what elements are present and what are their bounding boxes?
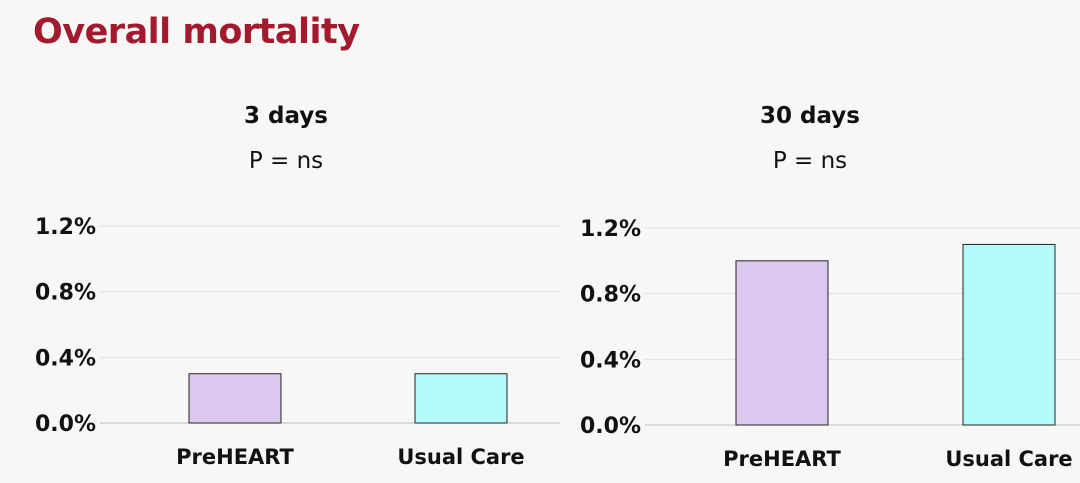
chart-2-tick-label: 0.0% bbox=[580, 414, 641, 439]
chart-1-tick-label: 0.4% bbox=[35, 346, 96, 371]
chart-1-category-label: Usual Care bbox=[397, 445, 524, 469]
chart-2-bar-preheart bbox=[735, 260, 829, 426]
chart-1-subtitle: P = ns bbox=[248, 148, 324, 174]
chart-2-tick-label: 1.2% bbox=[580, 217, 641, 242]
chart-1-bar-usual-care bbox=[414, 373, 508, 424]
chart-2-bar-usual-care bbox=[962, 243, 1056, 426]
chart-2-title: 30 days bbox=[760, 103, 860, 129]
chart-2-tick-label: 0.8% bbox=[580, 283, 641, 308]
chart-2-subtitle: P = ns bbox=[772, 148, 848, 174]
chart-1-tick-label: 0.0% bbox=[35, 412, 96, 437]
chart-2-category-label: Usual Care bbox=[945, 447, 1072, 471]
chart-1-tick-label: 1.2% bbox=[35, 215, 96, 240]
chart-1-title: 3 days bbox=[244, 103, 328, 129]
chart-2-category-label: PreHEART bbox=[723, 447, 841, 471]
chart-1-tick-label: 0.8% bbox=[35, 281, 96, 306]
page-title: Overall mortality bbox=[33, 12, 360, 52]
chart-1-category-label: PreHEART bbox=[176, 445, 294, 469]
chart-1-bar-preheart bbox=[188, 373, 282, 424]
chart-2-tick-label: 0.4% bbox=[580, 348, 641, 373]
